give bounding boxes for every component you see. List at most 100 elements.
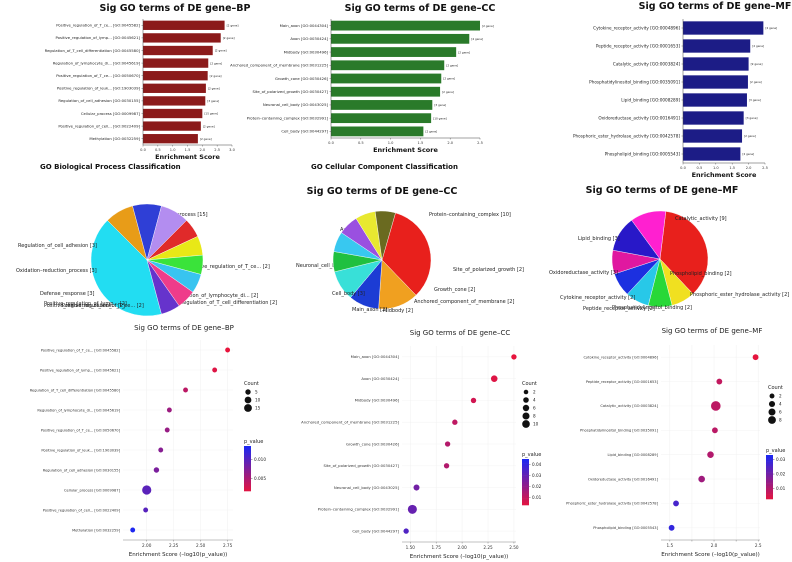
category-label: Regulation_of_T_cell_differentiation [GO… (30, 388, 121, 392)
tick-label: 1.5 (185, 148, 191, 152)
bar (683, 147, 741, 161)
size-legend-label: 8 (533, 414, 536, 419)
colorbar-tick-label: 0.02 (532, 484, 542, 489)
category-label: Catalytic_activity [GO:0003824] (600, 404, 658, 408)
category-label: Regulation_of_lymphocyte_di... [GO:00456… (53, 60, 141, 65)
colorbar-tick-label: 0.01 (776, 486, 786, 491)
bar (143, 71, 208, 81)
x-axis-label: Enrichment Score (155, 153, 220, 161)
category-label: Regulation_of_cell_adhesion [GO:0030155] (43, 468, 121, 472)
slice-label: Positive_regulation_of_T_ce... [2] (62, 303, 144, 309)
colorbar-tick-label: 0.03 (532, 473, 542, 478)
colorbar-segment (522, 475, 529, 478)
x-axis-label: Enrichment Score (–log10(p_value)) (661, 552, 760, 558)
size-legend-marker (244, 404, 252, 412)
category-label: Axon [GO:0030424] (361, 376, 399, 381)
category-label: Cellular_process [GO:0009987] (81, 111, 141, 116)
tick-label: 0.0 (680, 166, 686, 170)
data-label: [3 gene] (746, 116, 758, 120)
pie-slice (146, 259, 180, 315)
colorbar-segment (244, 482, 251, 485)
size-legend-label: 15 (255, 406, 261, 411)
colorbar-segment (766, 457, 773, 460)
size-legend-label: 10 (255, 398, 261, 403)
slice-label: Peptide_receptor_activity [2] (583, 306, 655, 312)
slice-label: Regulation_of_cell_adhesion [3] (18, 243, 97, 249)
bar (683, 111, 744, 125)
data-point (673, 500, 679, 507)
data-point (407, 504, 417, 514)
data-point (716, 378, 723, 385)
bar (143, 45, 213, 56)
data-label: [2 gene] (742, 152, 754, 156)
data-point (153, 467, 160, 473)
data-label: [2 gene] (750, 80, 762, 84)
slice-label: Main_axon [2] (352, 307, 387, 313)
slice-label: Protein–containing_complex [10] (429, 212, 511, 218)
slice-label: Cellular_process [15] (155, 212, 208, 218)
tick-label: 2.25 (483, 545, 493, 550)
slice-label: Neuronal_cell_body [3] (296, 263, 353, 269)
colorbar-segment (766, 496, 773, 500)
color-legend-title: p_value (766, 448, 785, 454)
size-legend-marker (522, 404, 530, 412)
category-label: Oxidoreductase_activity [GO:0016491] (588, 477, 659, 481)
colorbar-segment (766, 455, 773, 458)
colorbar-segment (244, 452, 251, 456)
bar-mf: Sig GO terms of DE gene–MF Cytokine_recep… (573, 1, 791, 179)
colorbar-segment (766, 474, 773, 478)
data-label: [2 gene] (482, 24, 494, 28)
category-label: Phosphatidylinositol_binding [GO:0035091… (589, 79, 680, 84)
chart-title: Sig GO terms of DE gene–CC (307, 186, 458, 197)
tick-label: 2.5 (762, 166, 768, 170)
colorbar-segment (522, 461, 529, 464)
size-legend-label: 2 (779, 394, 782, 399)
colorbar-segment (244, 470, 251, 474)
bar (143, 121, 201, 131)
category-label: Catalytic_activity [GO:0003824] (613, 61, 680, 66)
category-label: Phospholipid_binding [GO:0005543] (593, 526, 658, 530)
bar (683, 21, 764, 35)
tick-label: 2.0 (199, 148, 205, 152)
colorbar-segment (766, 492, 773, 495)
size-legend-marker (768, 408, 776, 416)
size-legend-label: 4 (779, 402, 782, 407)
tick-label: 2.50 (509, 545, 519, 550)
x-axis-label: Enrichment Score (–log10(p_value)) (410, 554, 509, 560)
chart-title: Sig GO terms of DE gene–MF (639, 1, 792, 12)
size-legend-label: 6 (533, 406, 536, 411)
tick-label: 2.5 (214, 148, 220, 152)
colorbar-segment (244, 479, 251, 483)
category-label: Peptide_receptor_activity [GO:0001653] (596, 43, 680, 48)
data-label: [2 gene] (210, 74, 222, 78)
data-label: [2 gene] (200, 137, 212, 141)
bar (683, 57, 749, 71)
category-label: Site_of_polarized_growth [GO:0030427] (323, 463, 399, 468)
category-label: Methylation [GO:0032259] (89, 136, 140, 141)
category-label: Positive_regulation_of_lymp... [GO:00456… (40, 368, 121, 372)
size-legend-marker (244, 396, 252, 404)
tick-label: 1.5 (729, 166, 735, 170)
colorbar-segment (244, 475, 251, 478)
tick-label: 0.5 (358, 141, 364, 145)
bar (331, 73, 442, 84)
data-point (698, 475, 705, 483)
slice-label: Site_of_polarized_growth [2] (453, 267, 524, 273)
category-label: Main_axon [GO:0044304] (351, 354, 400, 359)
size-legend-label: 2 (533, 390, 536, 395)
colorbar-segment (244, 450, 251, 454)
size-legend-label: 6 (779, 410, 782, 415)
slice-label: Midbody [2] (383, 308, 413, 314)
category-label: Cytokine_receptor_activity [GO:0004896] (583, 355, 658, 359)
colorbar-tick-label: 0.005 (254, 476, 266, 481)
data-label: [2 gene] (765, 26, 777, 30)
bar (331, 47, 457, 57)
data-point (668, 524, 675, 531)
colorbar-tick-label: 0.04 (532, 462, 542, 467)
colorbar-segment (244, 488, 251, 492)
size-legend-marker (522, 420, 530, 428)
category-label: Anchored_component_of_membrane [GO:00312… (230, 63, 328, 68)
colorbar-segment (244, 477, 251, 481)
colorbar-segment (244, 459, 251, 463)
data-point (452, 419, 458, 425)
